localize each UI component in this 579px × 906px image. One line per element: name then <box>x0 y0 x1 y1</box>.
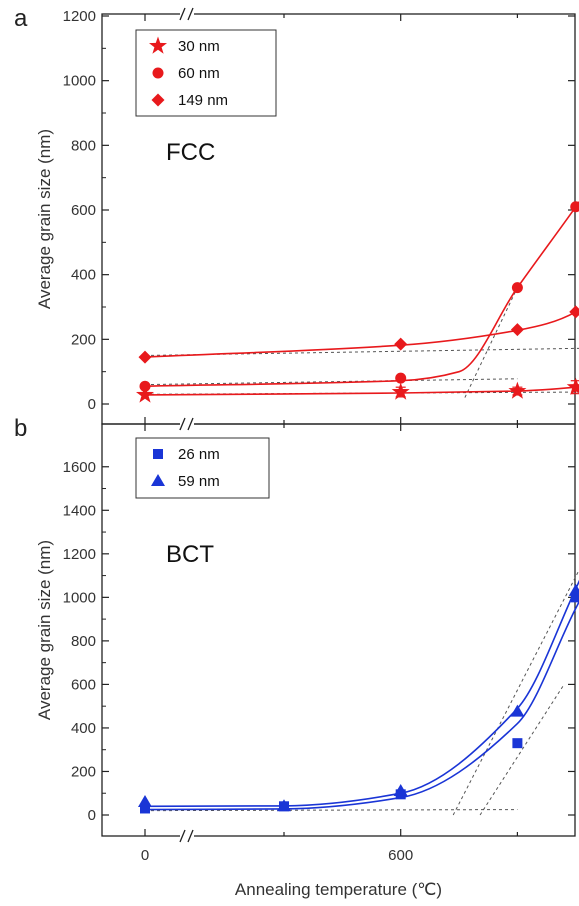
phase-label: FCC <box>166 139 215 166</box>
data-point-30-nm <box>136 385 154 403</box>
data-point-30-nm <box>391 382 410 400</box>
data-point-60-nm <box>570 201 579 213</box>
y-tick-label: 1400 <box>63 502 96 519</box>
legend-label: 60 nm <box>178 65 220 82</box>
y-tick-label: 400 <box>71 267 96 284</box>
guide-line <box>479 684 565 816</box>
legend-marker <box>153 449 163 459</box>
x-tick-label: 0 <box>141 847 149 864</box>
panel-letter: b <box>14 415 27 442</box>
guide-line <box>144 378 518 386</box>
fit-curve <box>144 308 579 358</box>
x-axis: 06008001000Annealing temperature (℃) <box>141 847 442 899</box>
legend-marker <box>152 67 164 79</box>
x-tick-label: 600 <box>388 847 413 864</box>
legend-marker <box>151 474 165 486</box>
guide-line <box>464 287 518 398</box>
y-tick-label: 0 <box>88 807 96 824</box>
data-point-26-nm <box>140 803 150 814</box>
y-tick-label: 200 <box>71 331 96 348</box>
legend-label: 59 nm <box>178 473 220 490</box>
axis-break-mark <box>179 417 186 431</box>
y-tick-label: 1000 <box>63 73 96 90</box>
axis-break-mark <box>187 829 194 843</box>
data-point-26-nm <box>570 592 579 603</box>
axis-break-mark <box>179 829 186 843</box>
data-point-59-nm <box>138 794 152 807</box>
data-point-30-nm <box>566 377 579 395</box>
phase-label: BCT <box>166 541 214 568</box>
legend-marker <box>151 93 165 107</box>
data-point-60-nm <box>395 372 407 384</box>
data-point-59-nm <box>510 704 525 717</box>
data-point-59-nm <box>568 583 579 596</box>
data-point-149-nm <box>569 305 579 319</box>
data-point-149-nm <box>138 350 152 364</box>
y-axis-title: Average grain size (nm) <box>35 129 54 309</box>
panel-letter: a <box>14 5 28 32</box>
data-point-60-nm <box>139 380 151 392</box>
data-point-60-nm <box>511 282 523 294</box>
legend-label: 149 nm <box>178 92 228 109</box>
y-tick-label: 400 <box>71 720 96 737</box>
panel-a: 0 200 400 600 800 1000 1200 30 nm 60 nm 149 nm FCC… <box>14 5 579 431</box>
y-tick-label: 800 <box>71 633 96 650</box>
y-tick-label: 800 <box>71 137 96 154</box>
fit-curve <box>144 386 579 396</box>
fit-curve <box>144 200 579 387</box>
legend-box <box>135 437 270 499</box>
data-point-149-nm <box>394 337 408 351</box>
data-point-149-nm <box>510 323 524 337</box>
panel-b: 0 200 400 600 800 1000 1200 1400 1600 26 nm 59 nm B… <box>14 415 579 843</box>
y-tick-label: 1600 <box>63 459 96 476</box>
legend-label: 26 nm <box>178 446 220 463</box>
legend-marker <box>149 36 167 54</box>
y-tick-label: 1000 <box>63 589 96 606</box>
legend-label: 30 nm <box>178 38 220 55</box>
data-point-26-nm <box>512 738 523 749</box>
axis-break-mark <box>187 7 194 21</box>
plot-frame <box>101 423 576 837</box>
y-tick-label: 200 <box>71 763 96 780</box>
y-axis-title: Average grain size (nm) <box>35 540 54 720</box>
data-point-59-nm <box>393 784 408 797</box>
y-tick-label: 600 <box>71 202 96 219</box>
guide-line <box>452 569 579 816</box>
axis-break-mark <box>187 417 194 431</box>
x-axis-title: Annealing temperature (℃) <box>235 880 442 899</box>
guide-line <box>144 809 518 812</box>
fit-curve <box>144 600 579 811</box>
y-tick-label: 1200 <box>63 546 96 563</box>
data-point-59-nm <box>277 799 291 812</box>
y-tick-label: 0 <box>88 396 96 413</box>
axis-break-mark <box>179 7 186 21</box>
y-tick-label: 1200 <box>63 8 96 25</box>
fit-curve <box>144 579 579 808</box>
data-point-30-nm <box>508 381 527 399</box>
y-tick-label: 600 <box>71 676 96 693</box>
